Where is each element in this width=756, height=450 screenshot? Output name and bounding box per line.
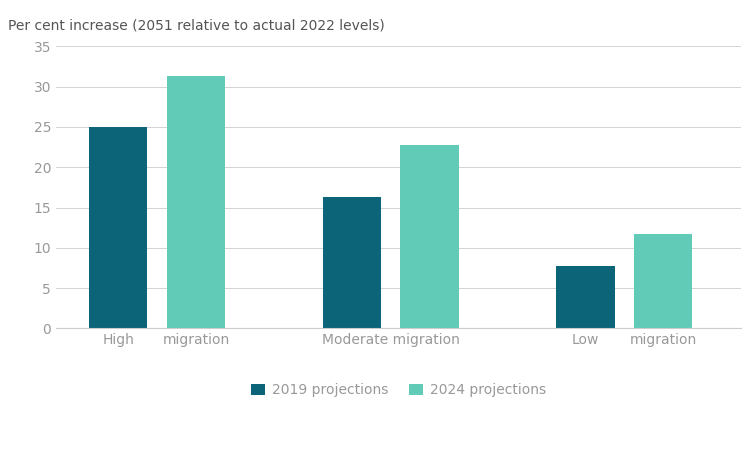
Bar <box>634 234 692 328</box>
Bar <box>167 76 225 328</box>
Bar <box>401 145 459 328</box>
Bar <box>556 266 615 328</box>
Text: Per cent increase (2051 relative to actual 2022 levels): Per cent increase (2051 relative to actu… <box>8 18 385 32</box>
Bar <box>89 127 147 328</box>
Bar <box>323 197 381 328</box>
Legend: 2019 projections, 2024 projections: 2019 projections, 2024 projections <box>246 378 552 403</box>
